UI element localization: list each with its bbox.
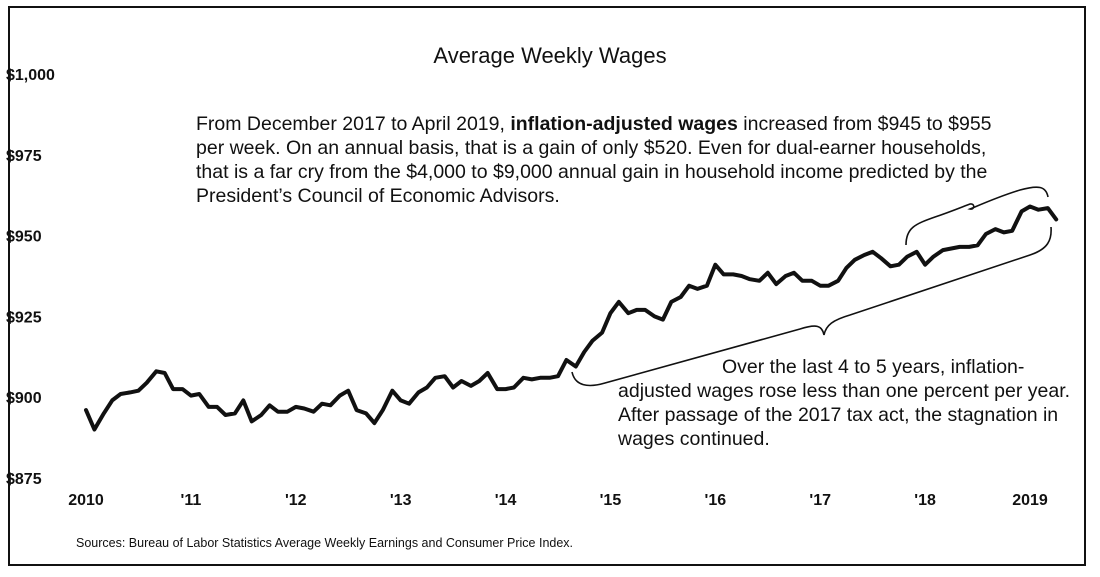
x-tick-label: '11 bbox=[181, 492, 202, 509]
top-annotation-part1: From December 2017 to April 2019, bbox=[196, 113, 511, 135]
x-tick-label: '13 bbox=[390, 492, 412, 509]
y-axis-ticks: $875 $900 $925 $950 $975 $1,000 bbox=[6, 67, 55, 488]
x-tick-label: '12 bbox=[285, 492, 307, 509]
y-tick-label: $950 bbox=[6, 229, 42, 246]
top-annotation-part2: increased from $945 to $955 per week. On… bbox=[196, 113, 992, 207]
brace-bottom bbox=[571, 226, 1052, 387]
source-note: Sources: Bureau of Labor Statistics Aver… bbox=[76, 536, 574, 550]
chart-title: Average Weekly Wages bbox=[433, 43, 667, 68]
x-tick-label: '14 bbox=[495, 492, 517, 509]
x-tick-label: '15 bbox=[600, 492, 622, 509]
bottom-annotation: Over the last 4 to 5 years, inflation-ad… bbox=[618, 356, 1071, 450]
x-tick-label: 2010 bbox=[68, 492, 104, 509]
x-tick-label: 2019 bbox=[1012, 492, 1048, 509]
x-tick-label: '17 bbox=[809, 492, 831, 509]
x-axis-ticks: 2010 '11 '12 '13 '14 '15 '16 '17 '18 2019 bbox=[68, 492, 1048, 509]
series-line-wages bbox=[84, 204, 1059, 432]
x-tick-label: '16 bbox=[705, 492, 727, 509]
y-tick-label: $875 bbox=[6, 471, 42, 488]
chart-frame bbox=[8, 6, 1086, 566]
y-tick-label: $975 bbox=[6, 148, 42, 165]
brace-top bbox=[905, 186, 1049, 246]
y-tick-label: $900 bbox=[6, 390, 42, 407]
top-annotation-bold: inflation-adjusted wages bbox=[510, 113, 738, 135]
x-tick-label: '18 bbox=[914, 492, 936, 509]
y-tick-label: $1,000 bbox=[6, 67, 55, 84]
y-tick-label: $925 bbox=[6, 309, 42, 326]
top-annotation: From December 2017 to April 2019, inflat… bbox=[196, 112, 996, 208]
